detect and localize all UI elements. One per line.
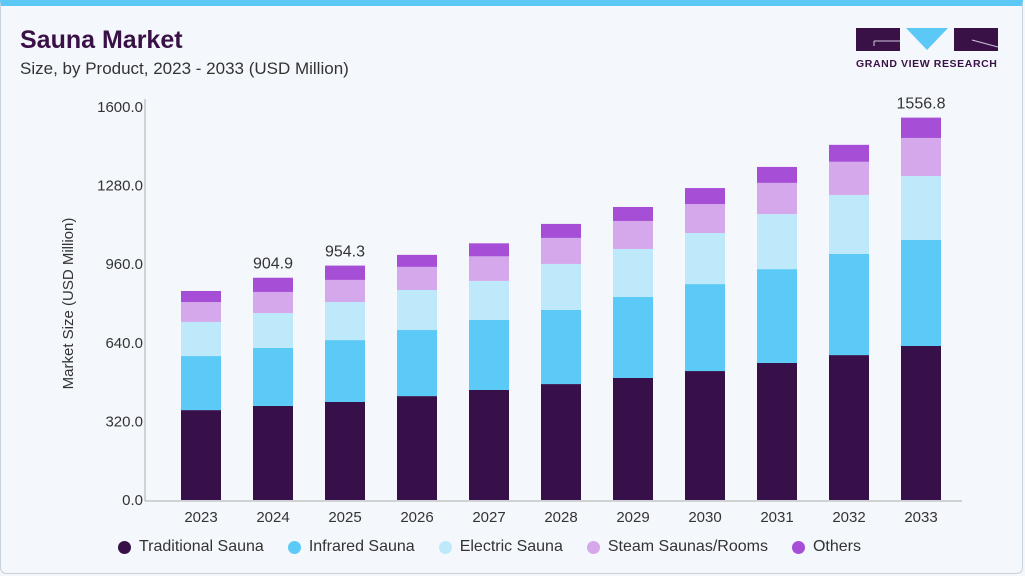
bar-segment xyxy=(685,284,725,372)
x-tick-label: 2028 xyxy=(544,509,577,526)
chart-subtitle: Size, by Product, 2023 - 2033 (USD Milli… xyxy=(20,59,349,78)
legend-item: Electric Sauna xyxy=(438,538,563,556)
legend-label: Others xyxy=(812,538,861,555)
y-tick-label: 640.0 xyxy=(105,335,143,352)
bar-segment xyxy=(181,321,221,357)
x-tick-label: 2032 xyxy=(832,509,865,526)
legend-label: Infrared Sauna xyxy=(308,538,415,555)
x-tick-label: 2033 xyxy=(904,509,937,526)
grand-view-research-logo xyxy=(856,28,998,51)
bar-segment xyxy=(613,248,653,297)
bar-segment xyxy=(397,330,437,397)
bar-segment xyxy=(181,290,221,303)
legend-label: Traditional Sauna xyxy=(139,538,264,555)
bar-segment xyxy=(613,206,653,221)
x-tick-label: 2029 xyxy=(616,509,649,526)
logo-text: GRAND VIEW RESEARCH xyxy=(856,58,998,70)
bar-segment xyxy=(541,237,581,264)
bar-segment xyxy=(757,166,797,183)
bar-segment xyxy=(901,137,941,177)
bar-segment xyxy=(901,239,941,346)
legend-label: Electric Sauna xyxy=(459,538,563,555)
bar-segment xyxy=(397,396,437,500)
data-label: 954.3 xyxy=(325,244,365,261)
x-tick-label: 2024 xyxy=(256,509,289,526)
bar-segment xyxy=(829,161,869,195)
bar-segment xyxy=(181,302,221,322)
bar-segment xyxy=(469,280,509,320)
bar-segment xyxy=(253,291,293,314)
bar-segment xyxy=(685,188,725,205)
bar-segment xyxy=(901,345,941,500)
x-tick-label: 2031 xyxy=(760,509,793,526)
bar-segment xyxy=(613,296,653,378)
bar-segment xyxy=(181,356,221,411)
bar-segment xyxy=(541,263,581,310)
bar-segment xyxy=(757,362,797,500)
legend-swatch-icon xyxy=(791,540,805,554)
bar-segment xyxy=(541,223,581,238)
bar-segment xyxy=(541,309,581,385)
y-tick-label: 0.0 xyxy=(122,492,143,509)
bar-segment xyxy=(829,253,869,356)
bar-segment xyxy=(325,265,365,280)
y-axis-label: Market Size (USD Million) xyxy=(60,218,77,390)
bar-segment xyxy=(397,289,437,331)
y-tick-label: 1280.0 xyxy=(97,178,143,195)
legend-item: Others xyxy=(791,538,861,556)
bar-segment xyxy=(613,220,653,249)
bar-segment xyxy=(469,243,509,257)
bar-segment xyxy=(253,405,293,500)
bar-segment xyxy=(757,182,797,215)
legend-item: Traditional Sauna xyxy=(118,538,264,556)
bar-segment xyxy=(253,277,293,292)
x-tick-label: 2025 xyxy=(328,509,361,526)
bar-segment xyxy=(541,384,581,500)
legend-swatch-icon xyxy=(438,540,452,554)
data-label: 1556.8 xyxy=(897,96,946,113)
bar-segment xyxy=(685,204,725,234)
bar-segment xyxy=(181,410,221,500)
legend-swatch-icon xyxy=(586,540,600,554)
bar-segment xyxy=(325,340,365,402)
bar-segment xyxy=(829,144,869,162)
y-tick-label: 320.0 xyxy=(105,413,143,430)
bar-segment xyxy=(469,319,509,390)
data-label: 904.9 xyxy=(253,256,293,273)
bar-segment xyxy=(253,313,293,348)
bar-segment xyxy=(829,355,869,500)
legend-label: Steam Saunas/Rooms xyxy=(607,538,768,555)
x-tick-label: 2023 xyxy=(184,509,217,526)
bar-segment xyxy=(469,256,509,281)
bar-segment xyxy=(901,176,941,240)
x-tick-label: 2027 xyxy=(472,509,505,526)
legend-item: Steam Saunas/Rooms xyxy=(586,538,768,556)
bar-segment xyxy=(901,117,941,138)
bar-segment xyxy=(397,266,437,290)
bar-segment xyxy=(325,401,365,500)
bar-segment xyxy=(397,254,437,267)
x-tick-label: 2026 xyxy=(400,509,433,526)
legend: Traditional Sauna Infrared Sauna Electric … xyxy=(118,538,885,556)
bar-segment xyxy=(829,194,869,254)
bar-segment xyxy=(613,377,653,500)
bar-segment xyxy=(253,347,293,406)
legend-swatch-icon xyxy=(287,540,301,554)
legend-swatch-icon xyxy=(118,540,131,554)
bar-segment xyxy=(757,214,797,270)
bar-segment xyxy=(469,389,509,500)
x-tick-label: 2030 xyxy=(688,509,721,526)
bar-segment xyxy=(325,279,365,303)
y-tick-label: 960.0 xyxy=(105,256,143,273)
bar-segment xyxy=(685,233,725,285)
bar-segment xyxy=(325,302,365,341)
legend-item: Infrared Sauna xyxy=(287,538,415,556)
y-tick-label: 1600.0 xyxy=(97,99,143,116)
bar-segment xyxy=(685,371,725,500)
chart-title: Sauna Market xyxy=(20,26,183,54)
bar-segment xyxy=(757,269,797,363)
